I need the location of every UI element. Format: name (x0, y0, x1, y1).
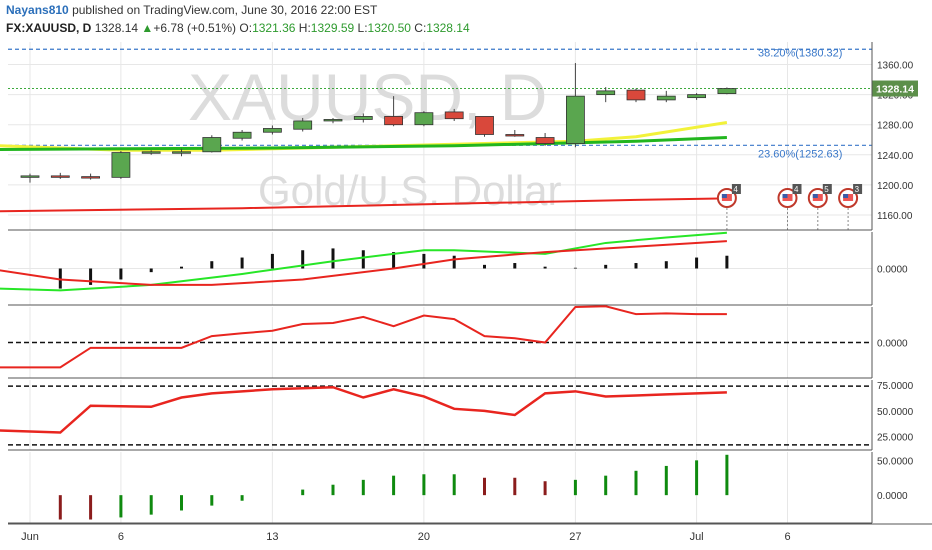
close-value: 1328.14 (426, 21, 470, 35)
event-flag-canton (843, 194, 849, 198)
y-tick-label: 50.0000 (877, 456, 914, 467)
candle-body (202, 137, 222, 153)
y-tick-label: 0.0000 (877, 491, 908, 502)
candle-body (20, 175, 40, 178)
price-tag (872, 80, 918, 97)
fib-level-label: 23.60%(1252.63) (758, 148, 842, 160)
event-flag-count: 4 (794, 185, 799, 194)
ma-red-line (0, 197, 727, 213)
candle-body (505, 134, 525, 137)
candle-body (81, 176, 100, 179)
y-tick-label: 1160.00 (877, 211, 913, 222)
y-tick-label: 50.0000 (877, 407, 914, 418)
event-flag-count-box (731, 184, 741, 194)
event-flag-count: 3 (855, 185, 860, 194)
candle-body (687, 94, 706, 99)
event-flag-count-box (792, 184, 802, 194)
y-tick-label: 75.0000 (877, 381, 914, 392)
oscillator-red-line (0, 240, 727, 286)
candle-body (656, 95, 676, 101)
candle-body (50, 175, 70, 178)
high-label: H: (298, 21, 311, 35)
x-tick-label: 20 (418, 531, 430, 543)
candle-body (384, 116, 404, 126)
candle-body (172, 151, 191, 154)
symbol-label: FX:XAUUSD, D (6, 21, 92, 35)
candle-body (293, 120, 313, 130)
fib-level-label: 38.20%(1380.32) (758, 47, 842, 59)
x-tick-label: Jun (21, 531, 39, 543)
x-tick-label: 6 (784, 531, 790, 543)
y-tick-label: 1240.00 (877, 151, 914, 162)
candle-body (262, 128, 282, 133)
x-tick-label: 13 (266, 531, 278, 543)
close-label: C: (414, 21, 427, 35)
candle-body (717, 88, 737, 95)
event-flag-canton (721, 194, 727, 198)
candle-body (444, 111, 464, 120)
change-arrow-icon: ▲ (141, 21, 154, 35)
high-value: 1329.59 (310, 21, 355, 35)
change-value: +6.78 (+0.51%) (153, 21, 237, 35)
open-label: O: (239, 21, 253, 35)
y-tick-label: 1200.00 (877, 181, 914, 192)
candle-body (353, 116, 373, 120)
candle-body (232, 131, 252, 139)
publish-header: Nayans810 published on TradingView.com, … (6, 3, 377, 17)
candle-body (414, 112, 434, 126)
candle-body (141, 151, 161, 154)
y-tick-label: 0.0000 (877, 265, 908, 276)
event-flag-count: 5 (824, 185, 829, 194)
x-tick-label: 27 (569, 531, 581, 543)
candle-body (475, 116, 494, 135)
y-tick-label: 1360.00 (877, 61, 914, 72)
open-value: 1321.36 (252, 21, 296, 35)
event-flag-count-box (822, 184, 832, 194)
event-flag-canton (812, 194, 818, 198)
y-tick-label: 0.0000 (877, 339, 908, 350)
publish-info: published on TradingView.com, June 30, 2… (72, 3, 378, 17)
oscillator-green-line (0, 231, 727, 292)
price-tag-label: 1328.14 (876, 84, 914, 96)
y-tick-label: 1280.00 (877, 121, 914, 132)
event-flag-count: 4 (733, 185, 738, 194)
y-tick-label: 25.0000 (877, 433, 914, 444)
candle-body (626, 89, 646, 101)
low-label: L: (357, 21, 368, 35)
candle-body (535, 137, 555, 144)
indicator-red-line (0, 305, 727, 369)
last-price: 1328.14 (94, 21, 139, 35)
candle-body (323, 119, 343, 122)
ma-green-line (0, 136, 727, 152)
x-tick-label: 6 (118, 531, 124, 543)
x-tick-label: Jul (690, 531, 704, 543)
event-flag-canton (782, 194, 788, 198)
ohlc-header: FX:XAUUSD, D 1328.14 ▲+6.78 (+0.51%) O:1… (6, 21, 470, 35)
rsi-red-line (0, 385, 727, 434)
candle-body (566, 95, 585, 144)
candle-body (596, 90, 616, 96)
low-value: 1320.50 (367, 21, 411, 35)
event-flag-count-box (853, 184, 863, 194)
author-link[interactable]: Nayans810 (6, 3, 69, 17)
candle-body (111, 152, 131, 178)
